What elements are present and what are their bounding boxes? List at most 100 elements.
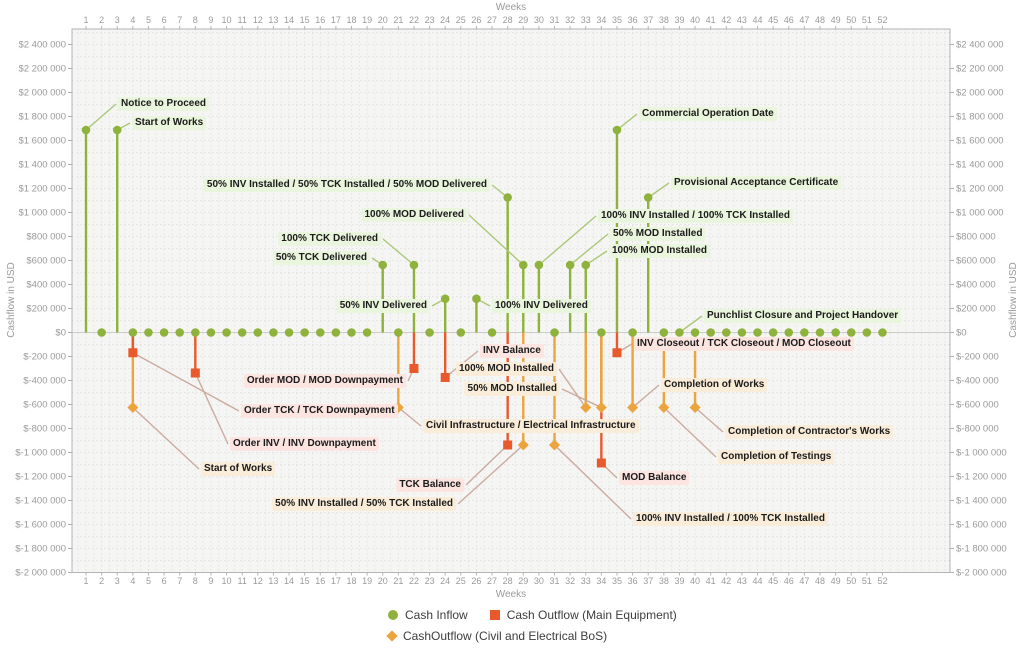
bos-diamond-marker (658, 402, 670, 413)
annotation-connector (457, 444, 524, 505)
inflow-dot-marker (768, 328, 778, 337)
x-tick-label-bottom: 7 (177, 576, 182, 586)
x-tick-label-top: 35 (612, 15, 622, 25)
x-tick-label-top: 24 (440, 15, 450, 25)
x-tick-label-bottom: 21 (393, 576, 403, 586)
annotation-connector (132, 352, 240, 412)
y-tick-label-right: $-200 000 (956, 352, 999, 363)
y-tick-label-left: $2 000 000 (18, 88, 66, 99)
x-tick-label-top: 38 (659, 15, 669, 25)
inflow-dot-marker (675, 328, 684, 337)
x-tick-label-bottom: 29 (518, 576, 528, 586)
x-tick-label-bottom: 35 (612, 576, 622, 586)
x-tick-label-top: 18 (346, 15, 356, 25)
plot-background (72, 29, 950, 573)
x-tick-label-bottom: 49 (831, 576, 841, 586)
equipment-square-marker (409, 364, 419, 373)
inflow-dot-marker (612, 125, 622, 135)
x-tick-label-bottom: 52 (877, 576, 887, 586)
legend-item-main_equipment: Cash Outflow (Main Equipment) (489, 608, 677, 622)
y-axis-title-left: Cashflow in USD (6, 262, 17, 338)
equipment-square-marker (128, 348, 138, 358)
y-tick-label-right: $0 (956, 328, 967, 339)
y-tick-label-left: $1 400 000 (18, 160, 66, 171)
inflow-dot-marker (206, 328, 216, 337)
x-tick-label-top: 37 (643, 15, 653, 25)
chart-legend: Cash Inflow Cash Outflow (Main Equipment)… (386, 606, 699, 648)
x-tick-label-top: 47 (799, 15, 809, 25)
bos-diamond-marker (689, 402, 701, 413)
x-tick-label-top: 25 (456, 15, 466, 25)
x-tick-label-top: 2 (99, 15, 104, 25)
equipment-square-marker (440, 373, 450, 382)
plot-frame (71, 28, 951, 573)
x-tick-label-bottom: 41 (706, 576, 716, 586)
x-tick-label-top: 28 (503, 15, 513, 25)
y-tick-label-right: $2 200 000 (956, 64, 1004, 75)
x-tick-label-bottom: 4 (130, 576, 135, 586)
inflow-dot-marker (800, 328, 809, 337)
inflow-dot-marker (753, 328, 762, 337)
x-tick-label-bottom: 6 (162, 576, 167, 586)
y-tick-label-left: $1 600 000 (18, 136, 66, 147)
x-tick-label-bottom: 5 (146, 576, 151, 586)
inflow-dot-marker (815, 328, 825, 337)
annotation-connector (85, 103, 117, 131)
x-tick-label-top: 1 (83, 15, 88, 25)
y-tick-label-right: $2 000 000 (956, 88, 1004, 99)
x-tick-label-top: 34 (596, 15, 606, 25)
inflow-dot-marker (159, 328, 169, 337)
x-tick-label-bottom: 43 (737, 576, 747, 586)
inflow-dot-marker (565, 260, 575, 270)
x-tick-label-top: 10 (222, 15, 232, 25)
x-tick-label-top: 40 (690, 15, 700, 25)
inflow-dot-marker (269, 328, 278, 337)
y-tick-label-left: $-600 000 (23, 400, 66, 411)
x-tick-label-bottom: 51 (862, 576, 872, 586)
annotation-connector (561, 388, 602, 409)
x-tick-label-bottom: 22 (409, 576, 419, 586)
legend-item-bos: CashOutflow (Civil and Electrical BoS) (386, 629, 607, 643)
y-tick-label-right: $-1 600 000 (956, 520, 1007, 531)
x-tick-label-bottom: 8 (193, 576, 198, 586)
inflow-dot-marker (643, 193, 653, 202)
inflow-dot-marker (191, 328, 200, 337)
x-tick-label-top: 3 (115, 15, 120, 25)
inflow-dot-marker (456, 328, 466, 337)
x-tick-label-top: 32 (565, 15, 575, 25)
inflow-dot-marker (597, 328, 606, 337)
x-tick-label-bottom: 34 (596, 576, 606, 586)
inflow-dot-marker (581, 260, 591, 270)
x-tick-label-top: 8 (193, 15, 198, 25)
x-tick-label-top: 49 (831, 15, 841, 25)
main_equipment-legend-square-icon (489, 609, 500, 620)
x-tick-label-bottom: 25 (456, 576, 466, 586)
x-tick-label-bottom: 17 (331, 576, 341, 586)
equipment-square-marker (596, 458, 606, 468)
inflow-dot-marker (690, 328, 700, 337)
x-tick-label-bottom: 47 (799, 576, 809, 586)
inflow-dot-marker (237, 328, 247, 337)
equipment-square-marker (503, 440, 513, 450)
y-tick-label-right: $1 600 000 (956, 136, 1004, 147)
x-tick-label-top: 36 (628, 15, 638, 25)
bos-diamond-marker (627, 402, 639, 413)
y-tick-label-right: $2 400 000 (956, 40, 1004, 51)
y-tick-label-right: $-800 000 (956, 424, 999, 435)
x-tick-label-bottom: 19 (362, 576, 372, 586)
inflow-dot-marker (253, 328, 263, 337)
x-tick-label-bottom: 13 (268, 576, 278, 586)
x-tick-label-bottom: 24 (440, 576, 450, 586)
y-axis-title-right: Cashflow in USD (1008, 262, 1019, 338)
x-tick-label-top: 45 (768, 15, 778, 25)
x-tick-label-bottom: 44 (753, 576, 763, 586)
y-tick-label-right: $600 000 (956, 256, 996, 267)
x-tick-label-bottom: 39 (674, 576, 684, 586)
inflow-dot-marker (550, 328, 559, 337)
inflow-dot-marker (425, 328, 434, 337)
inflow-dot-marker (659, 328, 669, 337)
bos-diamond-marker (549, 439, 561, 451)
x-axis-title-bottom: Weeks (496, 589, 526, 600)
